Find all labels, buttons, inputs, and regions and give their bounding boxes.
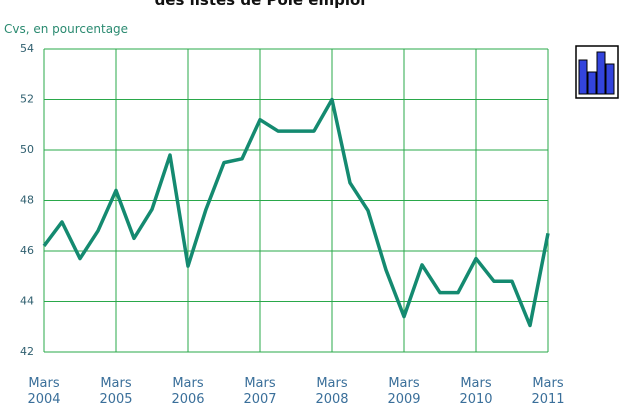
x-tick-label: Mars 2010 [459,376,493,407]
x-tick-label: Mars 2006 [171,376,205,407]
y-tick-label: 54 [20,42,34,55]
x-tick-label: Mars 2005 [99,376,133,407]
x-tick-label: Mars 2007 [243,376,277,407]
y-tick-label: 50 [20,143,34,156]
y-tick-label: 52 [20,93,34,106]
x-tick-label: Mars 2004 [27,376,61,407]
y-tick-label: 48 [20,194,34,207]
y-tick-label: 44 [20,295,34,308]
chart-type-icon[interactable] [575,45,619,99]
line-series [42,97,550,328]
y-tick-label: 42 [20,345,34,358]
x-tick-label: Mars 2009 [387,376,421,407]
x-tick-label: Mars 2008 [315,376,349,407]
chart-title: des listes de Pôle emploi [154,0,366,9]
y-tick-label: 46 [20,244,34,257]
y-axis-label: Cvs, en pourcentage [4,22,129,36]
x-tick-label: Mars 2011 [531,376,565,407]
